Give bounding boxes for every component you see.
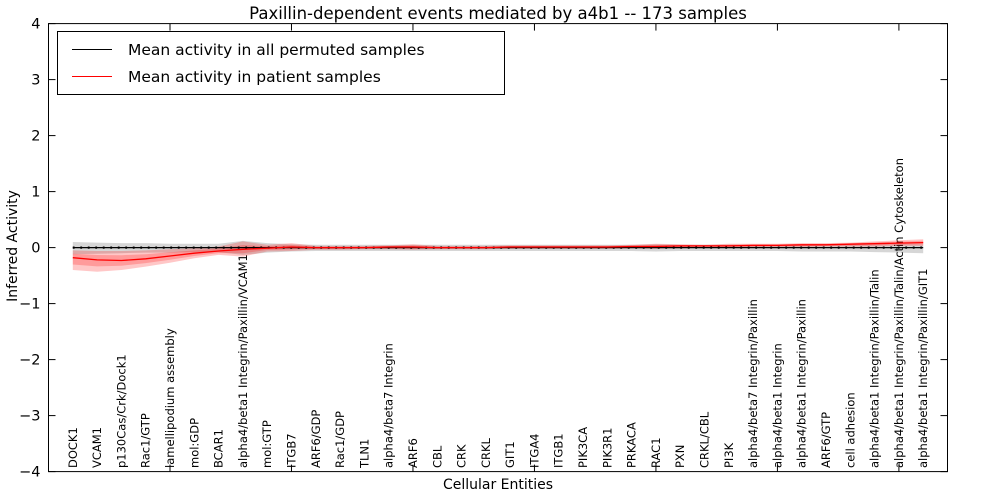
x-tick-label: Rac1/GDP <box>333 411 347 468</box>
x-tick-label: alpha4/beta1 Integrin/Paxillin/Talin <box>868 269 882 468</box>
x-tick-label: ITGB1 <box>552 433 566 468</box>
legend-line-permuted-icon <box>72 49 112 50</box>
x-tick-label: ITGA4 <box>527 433 541 468</box>
y-tick-label: −4 <box>19 465 40 481</box>
x-tick-label: mol:GDP <box>187 418 201 468</box>
x-tick-label: GIT1 <box>503 441 517 468</box>
x-tick-label: TLN1 <box>357 439 371 469</box>
chart-title: Paxillin-dependent events mediated by a4… <box>249 4 747 23</box>
x-axis-label: Cellular Entities <box>442 477 554 493</box>
x-tick-label: alpha4/beta1 Integrin/Paxillin/VCAM1 <box>236 254 250 468</box>
y-axis-label: Inferred Activity <box>5 190 21 302</box>
x-tick-label: p130Cas/Crk/Dock1 <box>114 354 128 468</box>
y-tick-label: −3 <box>19 409 40 425</box>
x-tick-label: PXN <box>673 445 687 468</box>
x-tick-label: alpha4/beta1 Integrin <box>770 343 784 468</box>
x-tick-label: PIK3CA <box>576 427 590 468</box>
x-tick-label: RAC1 <box>649 437 663 468</box>
legend-entry-patient: Mean activity in patient samples <box>72 64 504 90</box>
x-tick-label: ARF6/GDP <box>309 410 323 468</box>
y-tick-label: 1 <box>31 185 40 201</box>
y-tick-label: −2 <box>19 353 40 369</box>
x-tick-label: alpha4/beta1 Integrin/Paxillin <box>795 299 809 468</box>
x-tick-label: alpha4/beta1 Integrin/Paxillin/GIT1 <box>916 269 930 468</box>
x-tick-label: mol:GTP <box>260 420 274 468</box>
x-tick-label: cell adhesion <box>843 392 857 468</box>
x-tick-label: PI3K <box>722 442 736 468</box>
x-tick-label: ITGB7 <box>284 433 298 468</box>
y-tick-label: 4 <box>31 17 40 33</box>
x-tick-label: lamellipodium assembly <box>163 328 177 468</box>
legend-line-patient-icon <box>72 76 112 77</box>
x-tick-label: CRKL <box>479 437 493 468</box>
legend-label-patient: Mean activity in patient samples <box>128 67 381 86</box>
x-tick-label: alpha4/beta1 Integrin/Paxillin/Talin/Act… <box>892 158 906 468</box>
x-tick-label: CRK <box>455 444 469 468</box>
x-tick-label: DOCK1 <box>66 427 80 468</box>
x-tick-label: CRKL/CBL <box>698 411 712 468</box>
legend-entry-permuted: Mean activity in all permuted samples <box>72 37 504 63</box>
x-tick-label: alpha4/beta7 Integrin/Paxillin <box>746 299 760 468</box>
x-tick-label: alpha4/beta7 Integrin <box>382 343 396 468</box>
x-tick-label: PIK3R1 <box>600 428 614 469</box>
legend-label-permuted: Mean activity in all permuted samples <box>128 40 425 59</box>
x-tick-label: PRKACA <box>625 422 639 468</box>
y-tick-label: 0 <box>31 241 40 257</box>
x-tick-label: CBL <box>430 445 444 468</box>
y-tick-label: 3 <box>31 73 40 89</box>
x-tick-label: Rac1/GTP <box>139 413 153 468</box>
x-tick-label: ARF6 <box>406 438 420 468</box>
y-tick-label: −1 <box>19 297 40 313</box>
x-tick-label: VCAM1 <box>90 427 104 468</box>
x-tick-label: ARF6/GTP <box>819 412 833 468</box>
legend: Mean activity in all permuted samples Me… <box>57 31 505 95</box>
y-tick-label: 2 <box>31 129 40 145</box>
patient-mean-line <box>72 241 924 262</box>
x-tick-label: BCAR1 <box>212 429 226 468</box>
